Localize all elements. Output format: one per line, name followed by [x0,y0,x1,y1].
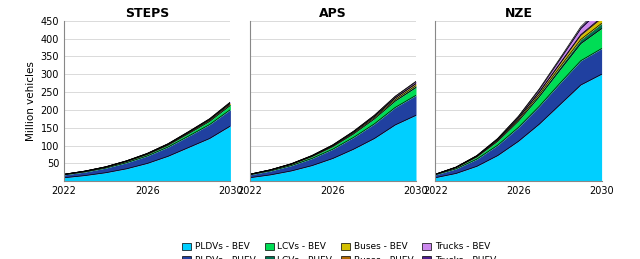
Title: STEPS: STEPS [125,6,170,19]
Legend: PLDVs - BEV, PLDVs - PHEV, LCVs - BEV, LCVs - PHEV, Buses - BEV, Buses - PHEV, T: PLDVs - BEV, PLDVs - PHEV, LCVs - BEV, L… [182,242,496,259]
Title: NZE: NZE [504,6,532,19]
Title: APS: APS [319,6,347,19]
Y-axis label: Million vehicles: Million vehicles [26,61,36,141]
